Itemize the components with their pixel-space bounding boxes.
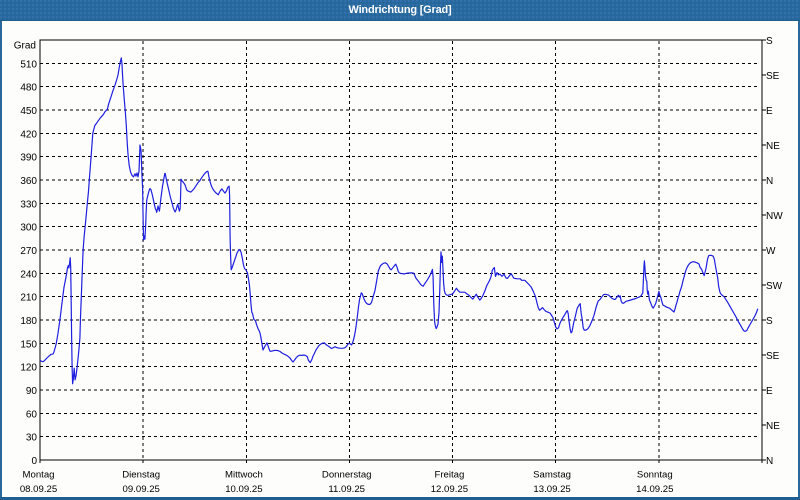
svg-text:Samstag: Samstag — [533, 470, 571, 481]
svg-text:SE: SE — [766, 71, 780, 82]
svg-text:210: 210 — [20, 293, 37, 304]
svg-text:S: S — [766, 36, 773, 47]
svg-text:240: 240 — [20, 269, 37, 280]
svg-text:Montag: Montag — [23, 470, 55, 481]
svg-text:480: 480 — [20, 83, 37, 94]
svg-text:90: 90 — [26, 386, 38, 397]
svg-text:360: 360 — [20, 176, 37, 187]
svg-text:Sonntag: Sonntag — [637, 470, 673, 481]
svg-text:300: 300 — [20, 223, 37, 234]
svg-text:E: E — [766, 386, 773, 397]
svg-text:330: 330 — [20, 199, 37, 210]
svg-text:Dienstag: Dienstag — [122, 470, 160, 481]
svg-text:W: W — [766, 246, 776, 257]
svg-text:420: 420 — [20, 129, 37, 140]
svg-text:NW: NW — [766, 211, 783, 222]
svg-text:60: 60 — [26, 409, 38, 420]
svg-text:Donnerstag: Donnerstag — [322, 470, 372, 481]
svg-text:N: N — [766, 176, 773, 187]
svg-text:SW: SW — [766, 281, 783, 292]
svg-text:13.09.25: 13.09.25 — [533, 484, 570, 495]
svg-text:14.09.25: 14.09.25 — [636, 484, 673, 495]
svg-text:Freitag: Freitag — [434, 470, 464, 481]
svg-text:450: 450 — [20, 106, 37, 117]
svg-text:10.09.25: 10.09.25 — [225, 484, 262, 495]
svg-text:390: 390 — [20, 153, 37, 164]
svg-text:NE: NE — [766, 421, 780, 432]
svg-text:150: 150 — [20, 339, 37, 350]
svg-text:12.09.25: 12.09.25 — [431, 484, 468, 495]
svg-text:NE: NE — [766, 141, 780, 152]
svg-text:E: E — [766, 106, 773, 117]
svg-text:09.09.25: 09.09.25 — [123, 484, 160, 495]
svg-text:11.09.25: 11.09.25 — [328, 484, 365, 495]
svg-text:S: S — [766, 316, 773, 327]
svg-text:270: 270 — [20, 246, 37, 257]
svg-text:510: 510 — [20, 59, 37, 70]
svg-text:08.09.25: 08.09.25 — [20, 484, 57, 495]
svg-text:120: 120 — [20, 363, 37, 374]
svg-text:SE: SE — [766, 351, 780, 362]
svg-text:N: N — [766, 456, 773, 467]
svg-text:Mittwoch: Mittwoch — [225, 470, 263, 481]
svg-text:180: 180 — [20, 316, 37, 327]
svg-text:Grad: Grad — [14, 41, 36, 52]
svg-text:0: 0 — [31, 456, 37, 467]
svg-text:30: 30 — [26, 433, 38, 444]
